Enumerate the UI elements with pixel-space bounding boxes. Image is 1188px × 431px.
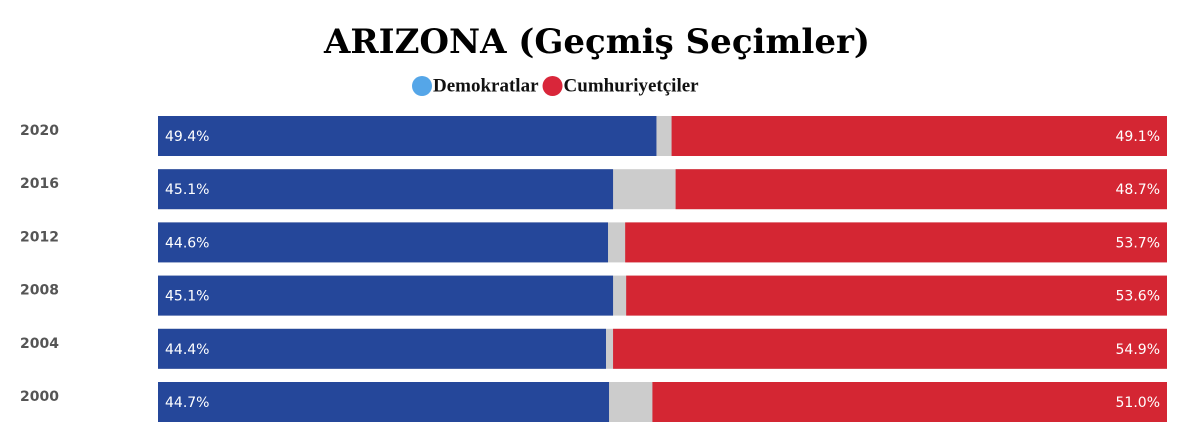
data-label: 45.1% (165, 289, 209, 305)
legend-label: Demokratlar (433, 75, 539, 96)
bar (625, 222, 1167, 263)
bar (158, 169, 614, 210)
y-tick-label: 2016 (20, 176, 59, 192)
data-label: 44.7% (165, 395, 209, 411)
bar (158, 222, 609, 263)
y-tick-label: 2004 (20, 336, 59, 352)
legend-marker (542, 76, 563, 96)
bar (626, 275, 1167, 316)
data-label: 53.6% (1116, 289, 1160, 305)
y-tick-label: 2020 (20, 123, 59, 139)
bar (158, 275, 614, 316)
data-label: 48.7% (1116, 182, 1160, 198)
legend: Demokratlar Cumhuriyetçiler (412, 75, 699, 96)
y-tick-label: 2008 (20, 283, 59, 299)
data-label: 49.4% (165, 129, 209, 145)
data-label: 45.1% (165, 182, 209, 198)
y-tick-label: 2012 (20, 229, 59, 245)
y-tick-label: 2000 (20, 389, 59, 405)
data-label: 44.6% (165, 235, 209, 251)
bar (675, 169, 1167, 210)
bar (158, 382, 610, 422)
data-label: 44.4% (165, 342, 209, 358)
data-label: 53.7% (1116, 235, 1160, 251)
chart-title: ARIZONA (Geçmiş Seçimler) (323, 22, 870, 62)
bar (613, 328, 1167, 369)
legend-marker (412, 76, 432, 96)
data-label: 49.1% (1116, 129, 1160, 145)
bar (671, 116, 1167, 156)
legend-label: Cumhuriyetçiler (564, 75, 700, 96)
data-label: 51.0% (1116, 395, 1160, 411)
bar (158, 116, 657, 156)
data-label: 54.9% (1116, 342, 1160, 358)
bar (652, 382, 1167, 422)
bar (158, 328, 606, 369)
